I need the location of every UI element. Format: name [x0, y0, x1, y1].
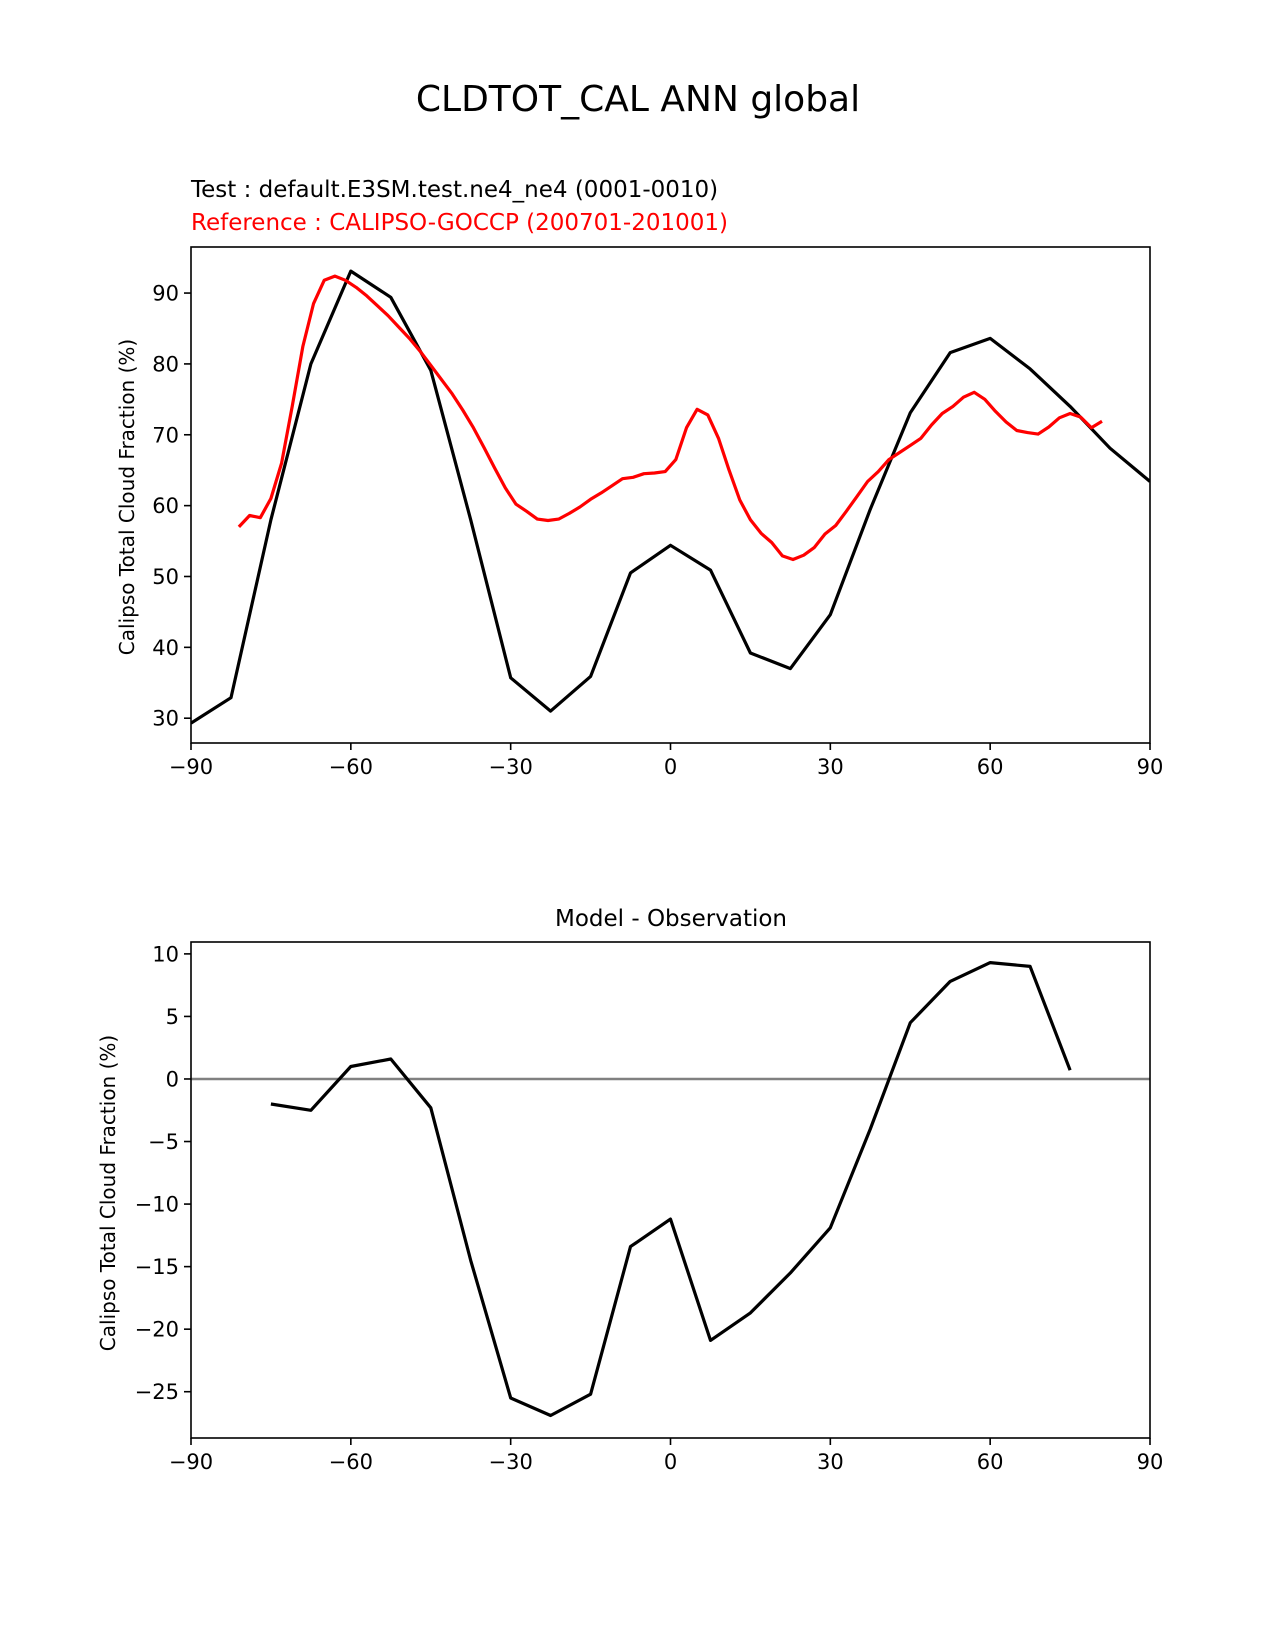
top-axes-frame: [190, 246, 1151, 744]
top-x-tick-label: −60: [329, 755, 373, 779]
top-y-tick-label: 90: [152, 282, 179, 306]
bottom-axes-frame: [190, 941, 1151, 1439]
bottom-x-tick-label: −60: [329, 1450, 373, 1474]
bottom-y-tick-label: −10: [135, 1193, 179, 1217]
top-y-axis-label: Calipso Total Cloud Fraction (%): [115, 339, 139, 655]
top-panel: Test : default.E3SM.test.ne4_ne4 (0001-0…: [115, 177, 1163, 779]
bottom-x-tick-label: 0: [664, 1450, 677, 1474]
bottom-x-tick-label: 90: [1137, 1450, 1164, 1474]
top-y-tick-label: 70: [152, 423, 179, 447]
bottom-y-axis-label: Calipso Total Cloud Fraction (%): [96, 1035, 120, 1351]
figure-title: CLDTOT_CAL ANN global: [416, 79, 860, 120]
top-x-tick-label: 0: [664, 755, 677, 779]
top-x-tick-label: 30: [817, 755, 844, 779]
bottom-y-tick-label: 0: [166, 1067, 179, 1091]
bottom-y-tick-label: 10: [152, 942, 179, 966]
bottom-x-tick-label: 60: [977, 1450, 1004, 1474]
test-subtitle: Test : default.E3SM.test.ne4_ne4 (0001-0…: [190, 177, 718, 203]
top-y-tick-label: 40: [152, 636, 179, 660]
bottom-panel: Model - Observation Calipso Total Cloud …: [96, 906, 1163, 1474]
top-x-tick-label: 60: [977, 755, 1004, 779]
bottom-x-tick-label: −90: [169, 1450, 213, 1474]
top-x-tick-label: −30: [489, 755, 533, 779]
top-series-line-test: [191, 269, 1150, 725]
top-x-tick-label: 90: [1137, 755, 1164, 779]
bottom-series-line-model-observation: [270, 960, 1072, 1418]
difference-title: Model - Observation: [555, 906, 787, 932]
bottom-y-tick-label: −15: [135, 1255, 179, 1279]
bottom-y-tick-label: 5: [166, 1005, 179, 1029]
top-y-tick-label: 60: [152, 494, 179, 518]
bottom-x-tick-label: 30: [817, 1450, 844, 1474]
top-y-tick-label: 30: [152, 707, 179, 731]
bottom-y-tick-label: −25: [135, 1380, 179, 1404]
top-y-tick-label: 50: [152, 565, 179, 589]
bottom-x-tick-label: −30: [489, 1450, 533, 1474]
top-y-tick-label: 80: [152, 352, 179, 376]
top-x-tick-label: −90: [169, 755, 213, 779]
bottom-y-tick-label: −5: [148, 1130, 179, 1154]
top-series-line-reference: [237, 274, 1103, 562]
bottom-y-tick-label: −20: [135, 1318, 179, 1342]
reference-subtitle: Reference : CALIPSO-GOCCP (200701-201001…: [191, 210, 728, 236]
